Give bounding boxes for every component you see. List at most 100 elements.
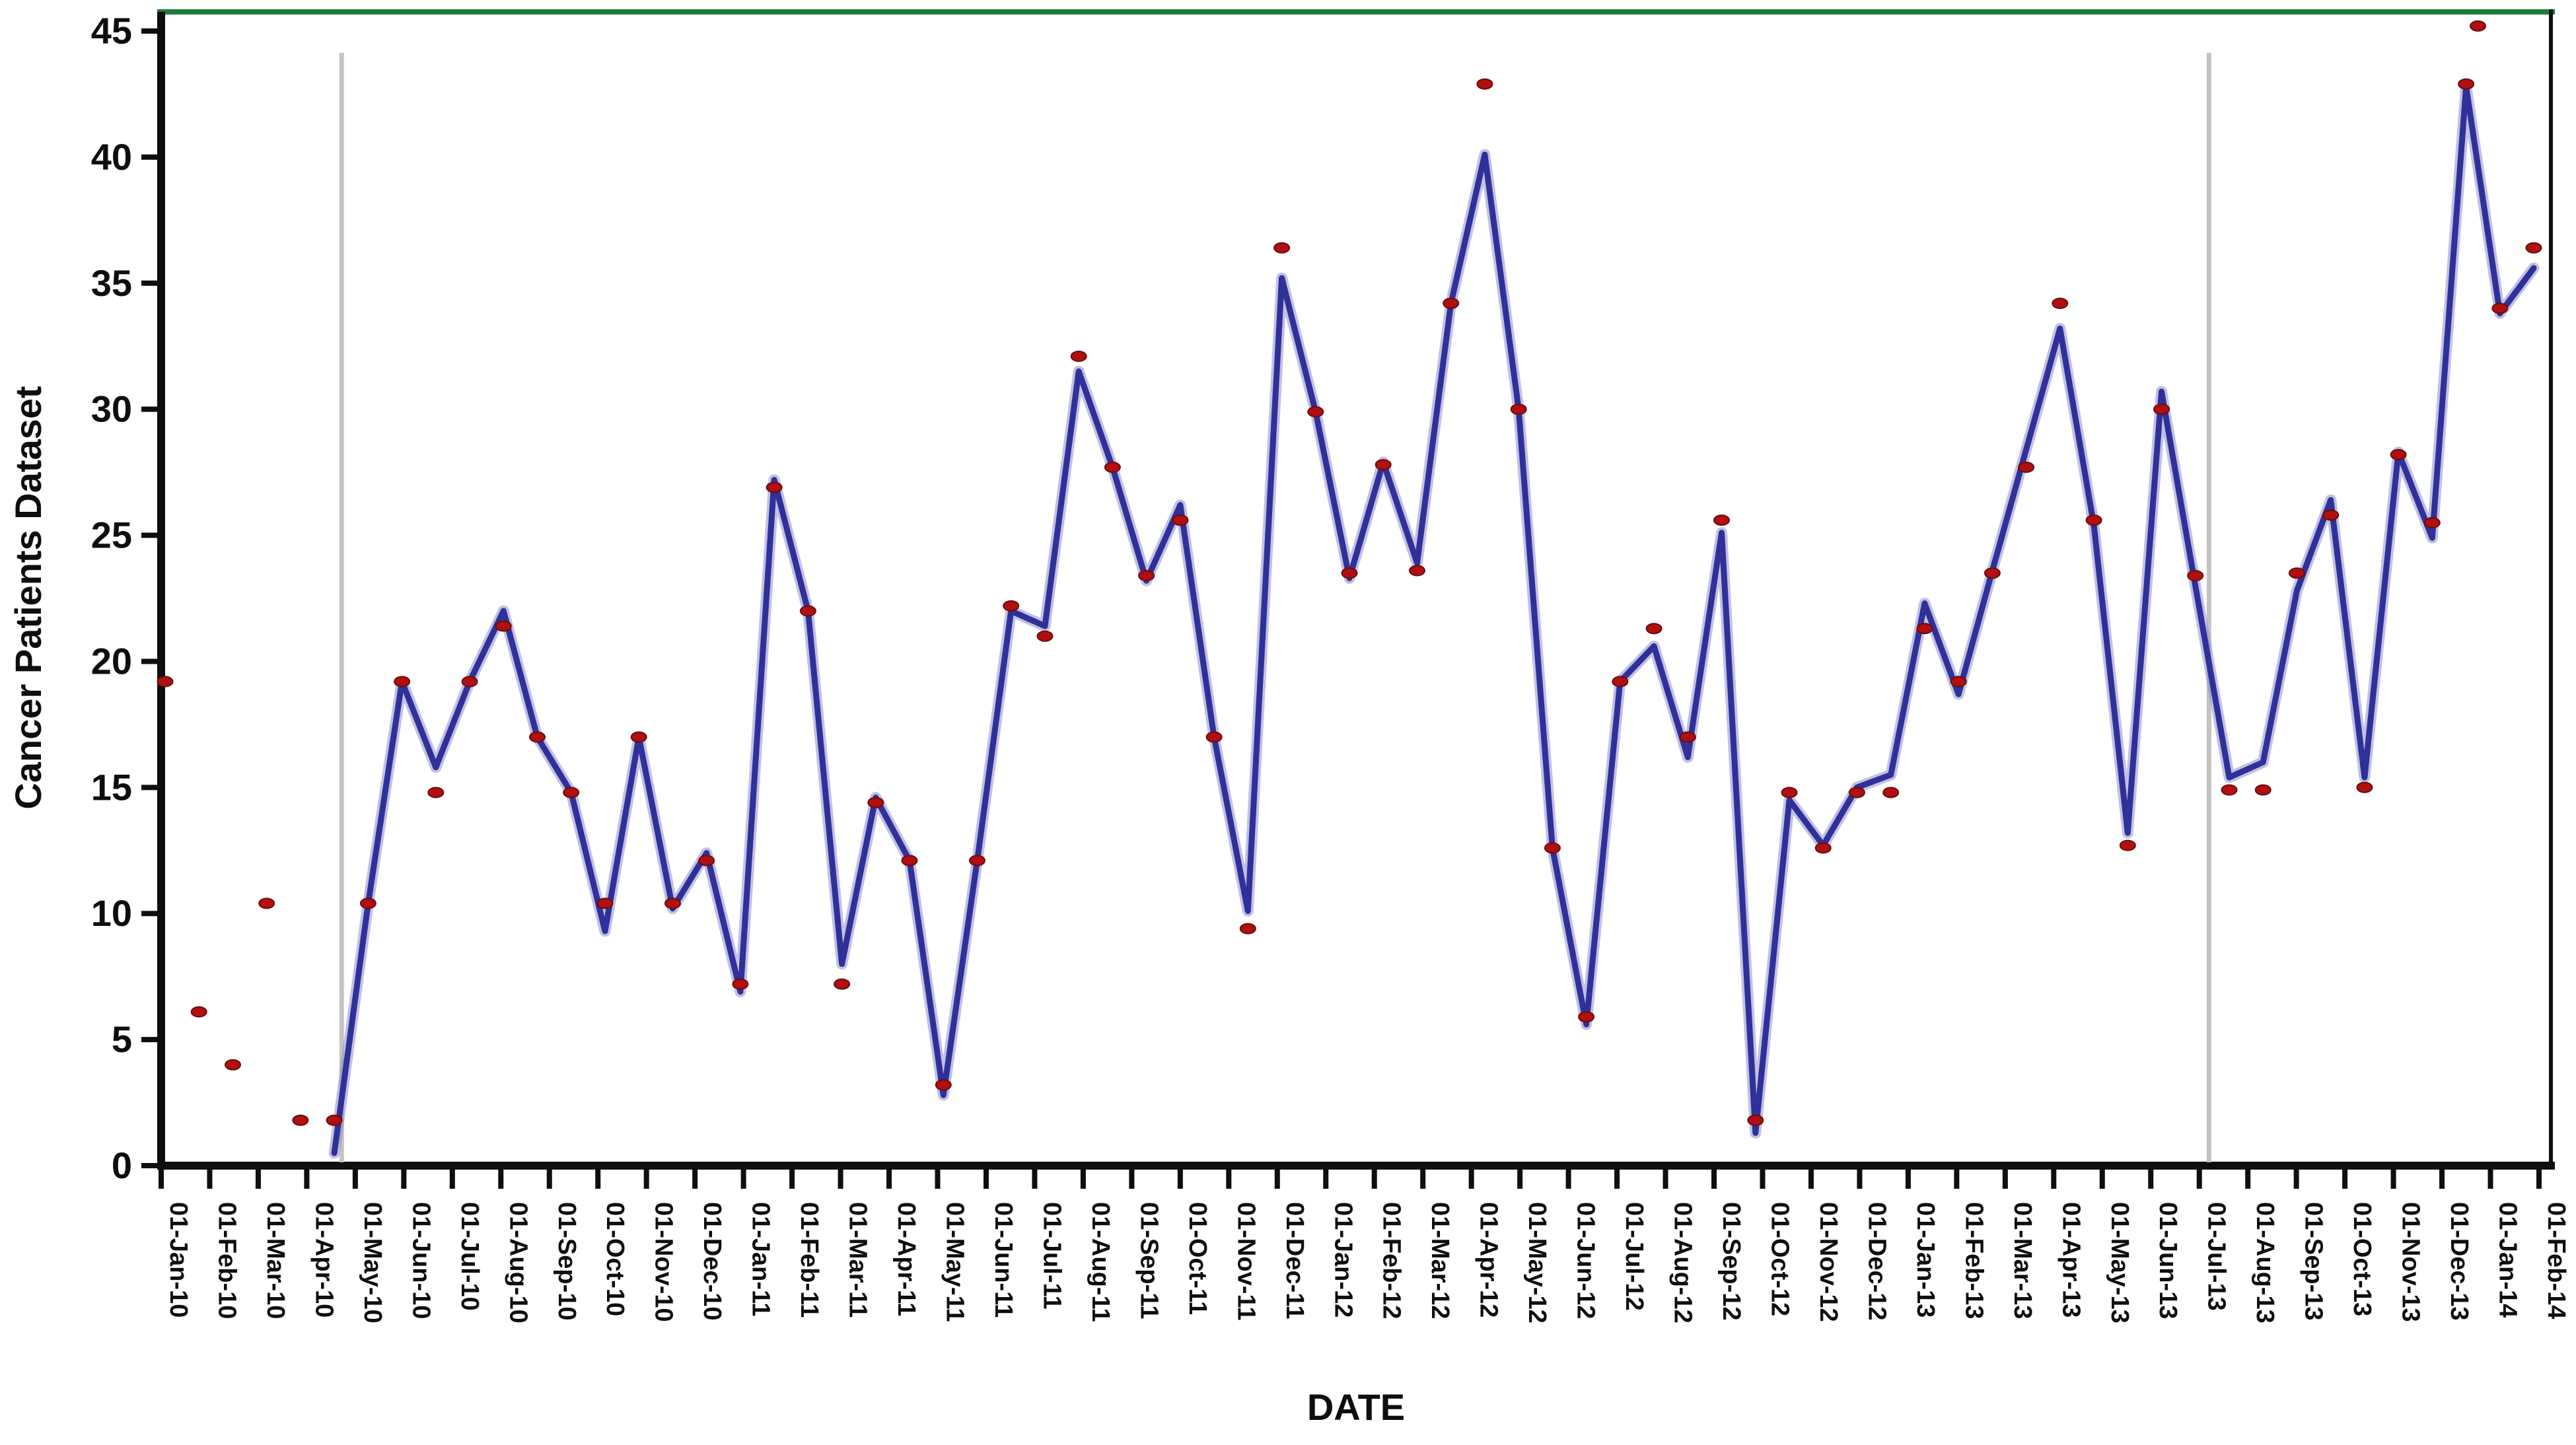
y-axis-ticks: 0 5 10 15 20 25 30 35 40 45 xyxy=(91,10,161,1186)
plot-frame xyxy=(157,9,2555,1170)
data-point-dot xyxy=(1239,923,1256,934)
x-tick-label: 01-Jun-10 xyxy=(407,1202,435,1319)
y-tick-label: 5 xyxy=(112,1018,132,1060)
x-tick-label: 01-May-13 xyxy=(2106,1202,2133,1323)
data-point-dot xyxy=(495,620,512,632)
data-point-dot xyxy=(969,855,985,866)
data-point-dot xyxy=(1544,842,1561,854)
x-tick-label: 01-Dec-10 xyxy=(698,1202,726,1321)
data-point-dot xyxy=(292,1114,309,1126)
x-tick-label: 01-Apr-13 xyxy=(2057,1202,2085,1318)
data-point-dot xyxy=(2052,297,2069,309)
data-point-dot xyxy=(225,1059,241,1071)
actual-points-series xyxy=(157,20,2542,1126)
data-point-dot xyxy=(1781,787,1798,798)
data-point-dot xyxy=(2390,448,2407,460)
fitted-line xyxy=(331,83,2537,1156)
data-point-dot xyxy=(2221,784,2238,796)
y-tick-label: 45 xyxy=(91,10,132,52)
x-tick-label: 01-Mar-10 xyxy=(262,1202,289,1319)
x-axis-title: DATE xyxy=(1307,1386,1405,1428)
x-tick-label: 01-Dec-12 xyxy=(1863,1202,1890,1321)
data-point-dot xyxy=(2525,242,2542,254)
data-point-dot xyxy=(630,731,647,743)
data-point-dot xyxy=(157,676,174,687)
data-point-dot xyxy=(427,787,445,798)
x-tick-label: 01-Jun-12 xyxy=(1572,1202,1600,1319)
x-tick-label: 01-Jan-11 xyxy=(747,1202,775,1316)
x-tick-label: 01-Aug-12 xyxy=(1669,1202,1697,1323)
x-tick-label: 01-Jun-11 xyxy=(989,1202,1017,1318)
x-tick-label: 01-Jan-14 xyxy=(2494,1202,2522,1318)
x-tick-label: 01-Feb-13 xyxy=(1960,1202,1987,1319)
data-point-dot xyxy=(732,978,749,990)
y-axis-title: Cancer Patients Dataset xyxy=(7,386,49,809)
data-point-dot xyxy=(2018,462,2035,473)
x-tick-label: 01-Nov-10 xyxy=(650,1202,678,1322)
x-tick-label: 01-Nov-11 xyxy=(1232,1202,1260,1321)
x-tick-label: 01-Aug-13 xyxy=(2251,1202,2279,1323)
data-point-dot xyxy=(1814,842,1832,854)
x-tick-label: 01-Sep-12 xyxy=(1717,1202,1745,1321)
data-point-dot xyxy=(1273,242,1291,254)
x-tick-label: 01-Jul-11 xyxy=(1038,1202,1065,1310)
y-tick-label: 35 xyxy=(91,262,132,304)
data-point-dot xyxy=(1375,459,1392,471)
fitted-line-series xyxy=(328,81,2540,1159)
data-point-dot xyxy=(664,898,681,909)
y-tick-label: 40 xyxy=(91,136,132,178)
data-point-dot xyxy=(799,605,816,617)
data-point-dot xyxy=(2491,302,2509,314)
data-point-dot xyxy=(1950,676,1967,687)
data-point-dot xyxy=(867,796,884,808)
x-tick-label: 01-Jul-10 xyxy=(456,1202,483,1311)
data-point-dot xyxy=(1882,787,1900,798)
x-tick-label: 01-May-12 xyxy=(1523,1202,1551,1323)
plot-top-border xyxy=(157,9,2555,15)
x-tick-label: 01-Apr-10 xyxy=(310,1202,338,1318)
y-tick-label: 15 xyxy=(91,766,132,808)
data-point-dot xyxy=(1510,404,1527,415)
data-point-dot xyxy=(1848,787,1865,798)
x-tick-label: 01-Jan-10 xyxy=(164,1202,192,1318)
data-point-dot xyxy=(596,898,614,909)
y-tick-label: 20 xyxy=(91,640,132,682)
data-point-dot xyxy=(935,1079,952,1091)
data-point-dot xyxy=(2288,567,2305,579)
x-tick-label: 01-Apr-12 xyxy=(1475,1202,1503,1318)
x-tick-label: 01-Apr-11 xyxy=(892,1202,920,1316)
x-tick-label: 01-Jan-13 xyxy=(1912,1202,1939,1318)
y-tick-label: 25 xyxy=(91,514,132,556)
x-tick-label: 01-Jun-13 xyxy=(2154,1202,2182,1319)
data-point-dot xyxy=(359,898,376,909)
data-point-dot xyxy=(563,787,580,798)
data-point-dot xyxy=(1916,623,1933,635)
x-tick-label: 01-Jul-13 xyxy=(2203,1202,2231,1311)
data-point-dot xyxy=(1341,567,1358,579)
data-point-dot xyxy=(2153,404,2170,415)
data-point-dot xyxy=(326,1114,343,1126)
x-tick-label: 01-Sep-13 xyxy=(2300,1202,2328,1321)
data-point-dot xyxy=(1578,1011,1595,1023)
data-point-dot xyxy=(1172,514,1189,526)
x-tick-label: 01-Oct-12 xyxy=(1766,1202,1793,1316)
data-point-dot xyxy=(1205,731,1223,743)
data-point-dot xyxy=(1036,630,1054,642)
data-point-dot xyxy=(2119,839,2136,851)
data-point-dot xyxy=(1984,567,2001,579)
x-tick-label: 01-Oct-11 xyxy=(1184,1202,1211,1315)
data-point-dot xyxy=(834,978,851,990)
data-point-dot xyxy=(1747,1114,1764,1126)
data-point-dot xyxy=(698,855,715,866)
data-point-dot xyxy=(1679,731,1696,743)
x-tick-label: 01-Mar-11 xyxy=(844,1202,872,1318)
data-point-dot xyxy=(766,481,783,493)
x-tick-label: 01-Dec-13 xyxy=(2445,1202,2473,1321)
outlier-data-point-dot xyxy=(2470,20,2486,32)
data-point-dot xyxy=(2322,509,2340,521)
x-tick-label: 01-Sep-11 xyxy=(1135,1202,1163,1319)
y-tick-label: 30 xyxy=(91,388,132,430)
data-point-dot xyxy=(190,1006,207,1018)
